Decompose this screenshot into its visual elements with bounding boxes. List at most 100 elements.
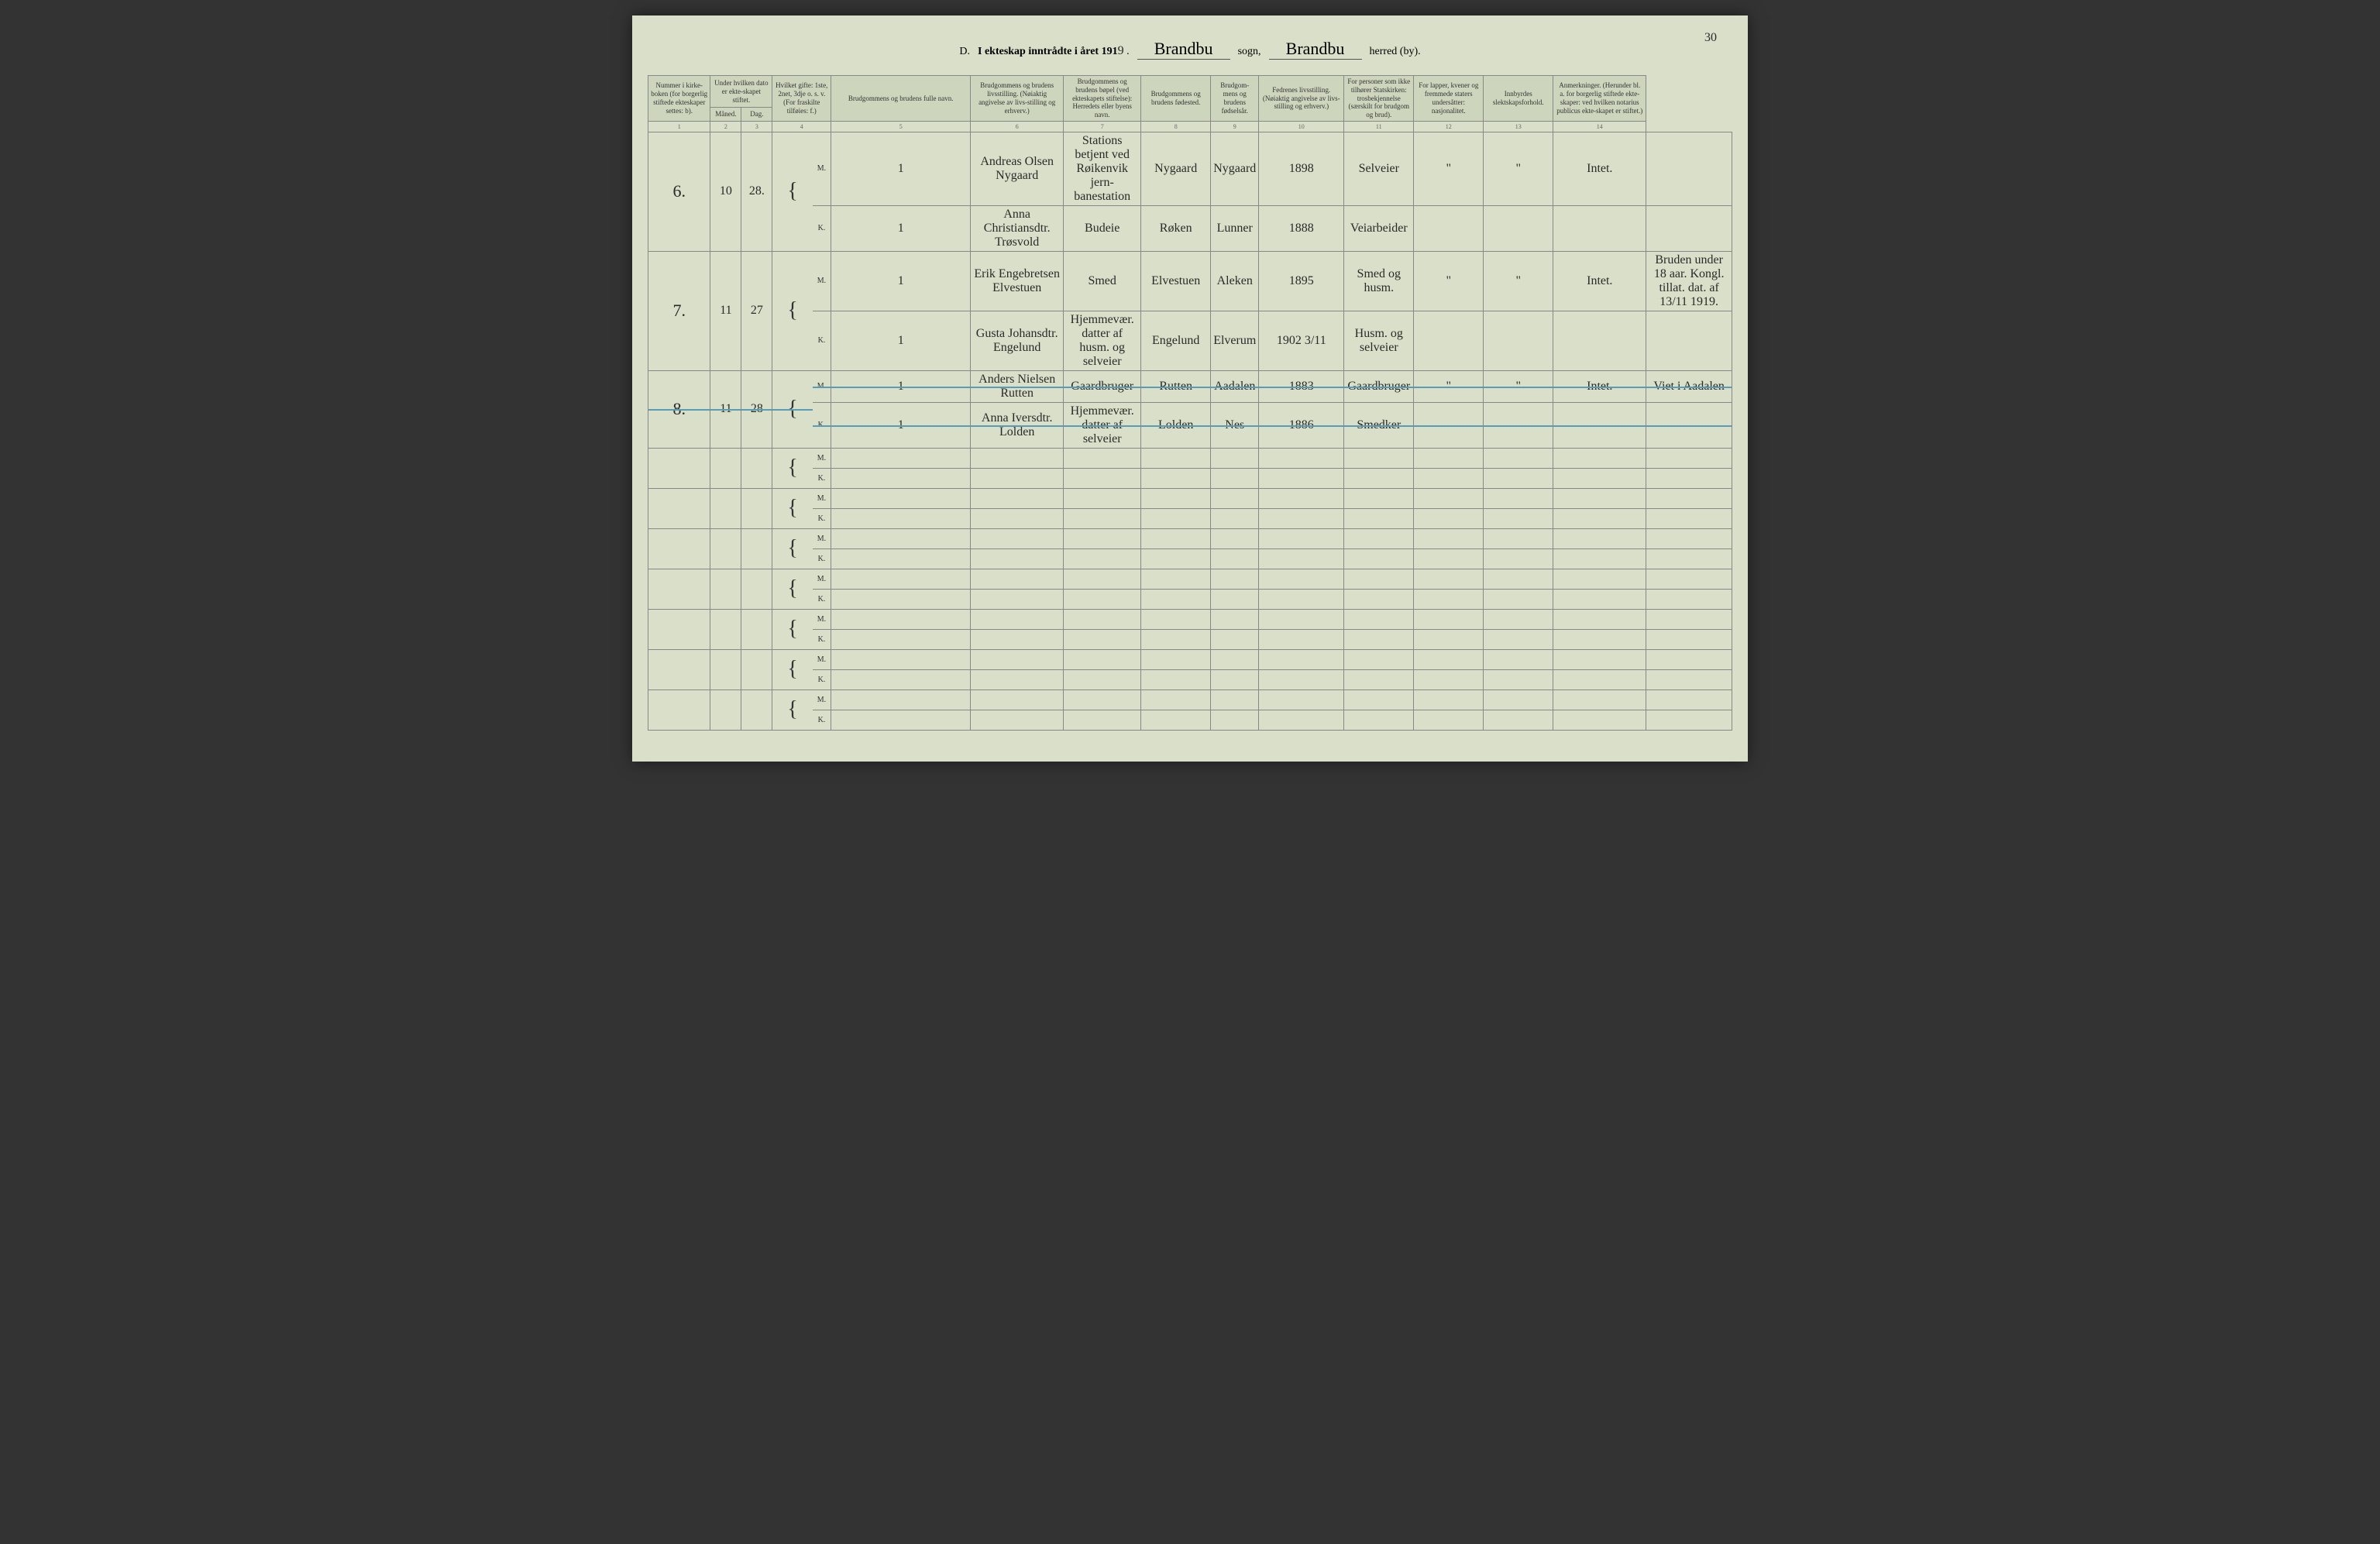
table-cell	[1344, 468, 1414, 488]
table-cell: Nes	[1211, 402, 1259, 448]
table-cell	[1646, 205, 1732, 251]
table-cell	[971, 569, 1064, 589]
table-cell: 1886	[1259, 402, 1344, 448]
table-cell	[831, 629, 971, 649]
table-cell	[1259, 689, 1344, 710]
table-cell	[1553, 609, 1646, 629]
entry-row-m: 8.1128{M.1Anders Nielsen RuttenGaardbrug…	[648, 370, 1732, 402]
table-cell	[1484, 508, 1553, 528]
col-header-8: Brudgommens og brudens fødested.	[1141, 76, 1211, 122]
table-cell	[1484, 689, 1553, 710]
table-cell	[1414, 710, 1484, 730]
table-cell	[1259, 488, 1344, 508]
table-cell	[971, 710, 1064, 730]
table-cell	[1414, 468, 1484, 488]
herred-label: herred (by).	[1370, 46, 1421, 58]
table-cell: Nygaard	[1141, 132, 1211, 205]
table-cell: K.	[813, 669, 831, 689]
table-cell: "	[1484, 132, 1553, 205]
col-header-11: For personer som ikke tilhører Statskirk…	[1344, 76, 1414, 122]
table-cell	[1211, 528, 1259, 548]
table-cell	[648, 649, 710, 689]
table-cell	[1646, 589, 1732, 609]
table-cell	[971, 669, 1064, 689]
table-cell	[1141, 589, 1211, 609]
table-cell: Anna Iversdtr. Lolden	[971, 402, 1064, 448]
table-cell	[1553, 669, 1646, 689]
table-cell: Viet i Aadalen	[1646, 370, 1732, 402]
table-cell: Aleken	[1211, 251, 1259, 311]
table-cell: 1	[831, 132, 971, 205]
col-header-12: For lapper, kvener og fremmede staters u…	[1414, 76, 1484, 122]
table-cell: M.	[813, 448, 831, 468]
table-cell	[1553, 488, 1646, 508]
table-cell	[1646, 132, 1732, 205]
table-cell	[831, 448, 971, 468]
table-cell	[971, 629, 1064, 649]
table-cell	[1553, 689, 1646, 710]
table-cell: {	[772, 649, 813, 689]
table-cell	[1211, 488, 1259, 508]
table-cell	[1259, 710, 1344, 730]
table-cell: Smed og husm.	[1344, 251, 1414, 311]
table-cell	[1211, 589, 1259, 609]
table-cell	[1211, 468, 1259, 488]
month-cell: 10	[710, 132, 741, 251]
table-cell	[1414, 569, 1484, 589]
table-cell	[1141, 710, 1211, 730]
table-cell	[1484, 569, 1553, 589]
empty-row: {M.	[648, 649, 1732, 669]
col-header-6: Brudgommens og brudens livsstilling. (Nø…	[971, 76, 1064, 122]
table-cell: 1883	[1259, 370, 1344, 402]
table-cell	[1259, 669, 1344, 689]
empty-row: {M.	[648, 609, 1732, 629]
empty-row: {M.	[648, 448, 1732, 468]
table-cell: Husm. og selveier	[1344, 311, 1414, 370]
table-cell	[1259, 649, 1344, 669]
table-cell	[1646, 669, 1732, 689]
ledger-page: 30 D. I ekteskap inntrådte i året 1919 .…	[632, 15, 1748, 762]
table-cell	[1553, 710, 1646, 730]
table-cell	[1211, 548, 1259, 569]
table-cell	[1484, 609, 1553, 629]
table-cell	[1646, 649, 1732, 669]
table-cell	[1344, 548, 1414, 569]
table-cell	[648, 488, 710, 528]
table-cell	[1141, 629, 1211, 649]
table-cell: {	[772, 689, 813, 730]
table-cell: Andreas Olsen Nygaard	[971, 132, 1064, 205]
table-cell	[741, 488, 772, 528]
table-cell	[1344, 488, 1414, 508]
col-header-9: Brudgom-mens og brudens fødselsår.	[1211, 76, 1259, 122]
empty-row: {M.	[648, 488, 1732, 508]
table-cell	[1553, 402, 1646, 448]
table-cell	[1344, 669, 1414, 689]
table-cell: K.	[813, 629, 831, 649]
table-cell	[1344, 448, 1414, 468]
table-cell	[1553, 569, 1646, 589]
table-cell: Nygaard	[1211, 132, 1259, 205]
table-cell	[1414, 311, 1484, 370]
table-cell: Aadalen	[1211, 370, 1259, 402]
table-cell: Intet.	[1553, 251, 1646, 311]
empty-row: {M.	[648, 528, 1732, 548]
table-cell	[1344, 649, 1414, 669]
table-cell	[1141, 609, 1211, 629]
table-cell	[831, 569, 971, 589]
table-cell: M.	[813, 649, 831, 669]
table-cell: Rutten	[1141, 370, 1211, 402]
table-cell	[1553, 311, 1646, 370]
table-cell	[1646, 548, 1732, 569]
table-cell	[1484, 649, 1553, 669]
table-cell	[1414, 402, 1484, 448]
table-cell	[1211, 609, 1259, 629]
table-cell	[1064, 589, 1141, 609]
table-cell	[971, 548, 1064, 569]
table-cell	[1344, 508, 1414, 528]
table-cell: K.	[813, 548, 831, 569]
table-cell	[648, 569, 710, 609]
sogn-label: sogn,	[1238, 46, 1261, 58]
table-cell	[710, 488, 741, 528]
table-cell	[1414, 528, 1484, 548]
table-cell: {	[772, 569, 813, 609]
